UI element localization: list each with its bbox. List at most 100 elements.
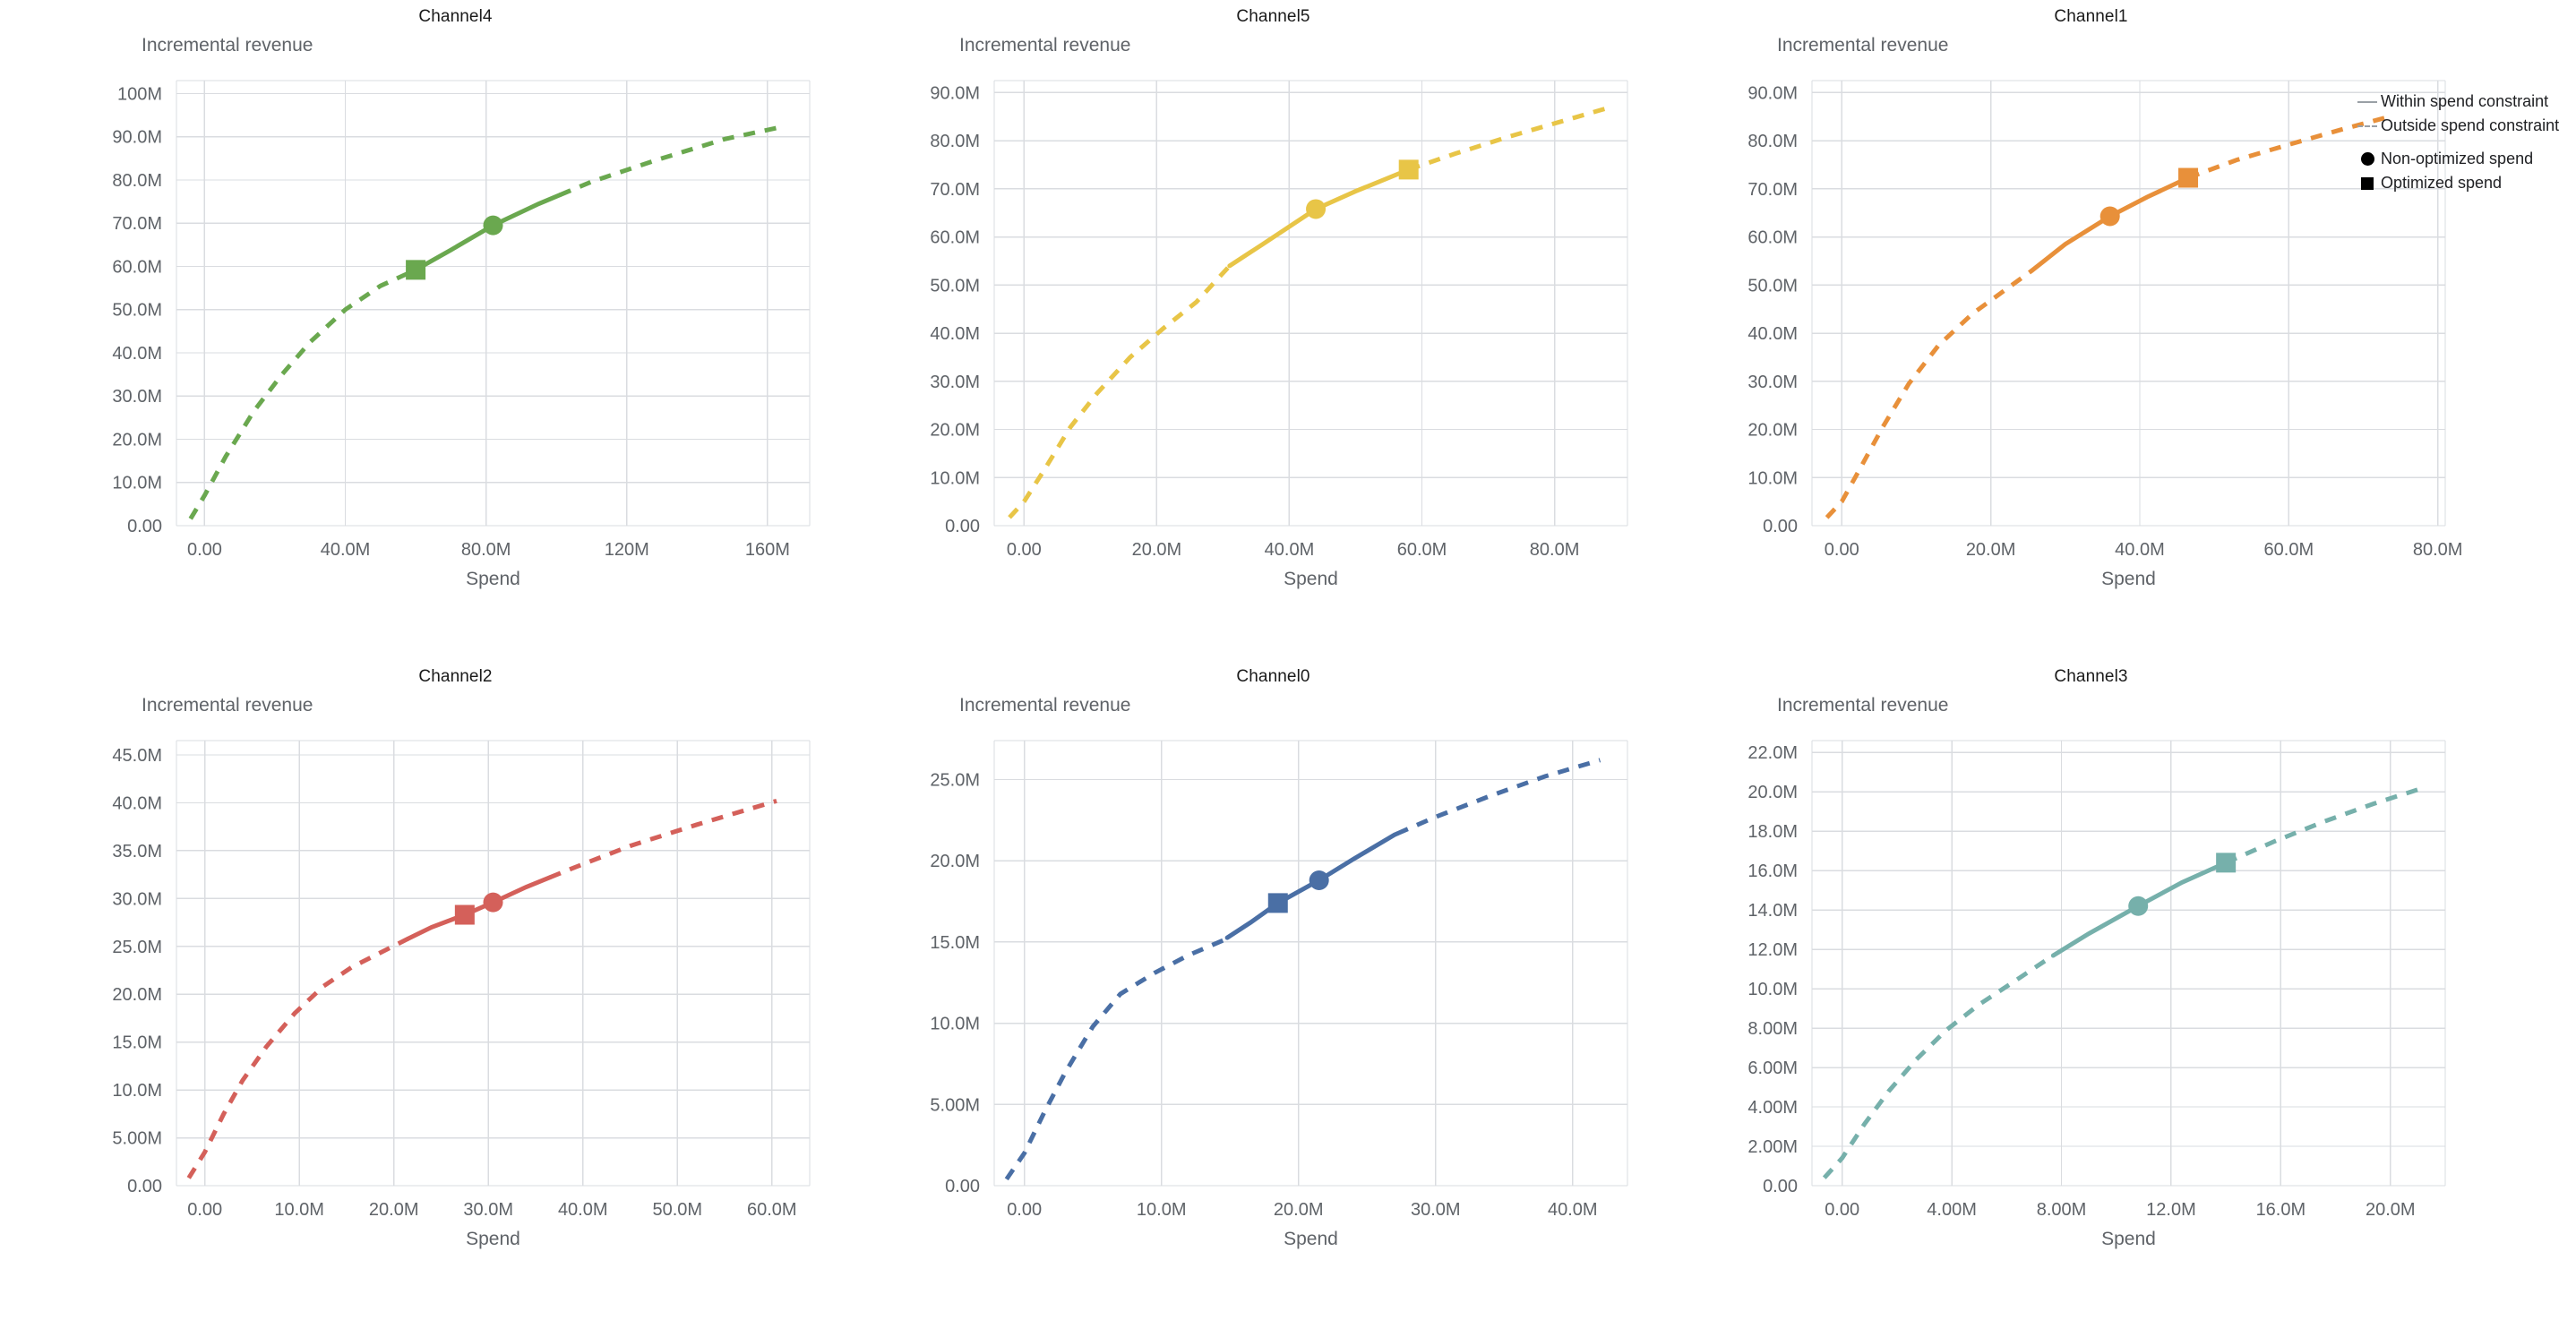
x-tick-label: 12.0M	[2146, 1200, 2196, 1220]
optimized-spend-marker	[454, 904, 475, 925]
x-tick-label: 20.0M	[369, 1200, 419, 1220]
y-tick-label: 10.0M	[1747, 468, 1798, 488]
x-tick-label: 60.0M	[747, 1200, 797, 1220]
line-dash-icon-glyph	[2357, 124, 2377, 127]
x-tick-label: 4.00M	[1927, 1200, 1977, 1220]
x-tick-label: 0.00	[187, 1200, 222, 1220]
y-tick-label: 30.0M	[112, 387, 162, 407]
curve-outside-constraint-lower	[1008, 264, 1232, 519]
chart-panel: Channel2 Incremental revenue 0.00 5.00M 10.0…	[47, 660, 864, 1320]
y-axis-label: Incremental revenue	[1777, 695, 1948, 716]
legend-item-label: Within spend constraint	[2381, 92, 2549, 110]
y-tick-label: 80.0M	[112, 171, 162, 191]
x-axis-label: Spend	[1284, 569, 1338, 589]
curve-outside-constraint-upper	[1407, 105, 1612, 172]
y-tick-label: 40.0M	[1747, 324, 1798, 344]
y-axis-label: Incremental revenue	[959, 35, 1130, 56]
x-tick-label: 8.00M	[2037, 1200, 2087, 1220]
non-optimized-spend-marker	[483, 215, 503, 236]
y-tick-label: 20.0M	[112, 985, 162, 1005]
non-optimized-spend-marker	[1309, 870, 1329, 890]
y-tick-label: 100M	[117, 84, 162, 104]
response-curve	[1822, 785, 2425, 1179]
x-tick-label: 40.0M	[2115, 540, 2165, 560]
legend-item-label: Optimized spend	[2381, 174, 2503, 192]
y-tick-label: 20.0M	[930, 852, 980, 871]
x-tick-label: 0.00	[1825, 540, 1859, 560]
y-tick-label: 90.0M	[112, 128, 162, 148]
y-tick-label: 50.0M	[112, 301, 162, 321]
curve-outside-constraint-upper	[548, 798, 777, 880]
curve-outside-constraint-lower	[188, 268, 417, 520]
x-tick-label: 160M	[745, 540, 790, 560]
y-tick-label: 8.00M	[1747, 1019, 1798, 1039]
chart-canvas: Incremental revenue 0.00 5.00M 10.0M 15.0M 20…	[930, 695, 1628, 1249]
y-tick-label: 70.0M	[1747, 180, 1798, 200]
y-tick-label: 10.0M	[930, 1015, 980, 1034]
non-optimized-spend-marker	[2128, 896, 2149, 916]
y-tick-label: 4.00M	[1747, 1098, 1798, 1118]
y-tick-label: 40.0M	[112, 793, 162, 813]
chart-canvas: Incremental revenue 0.00 5.00M 10.0M 15.0M 20…	[112, 695, 811, 1249]
y-tick-label: 70.0M	[112, 214, 162, 234]
gridlines	[993, 740, 1628, 1187]
y-tick-label: 0.00	[945, 1177, 980, 1196]
x-tick-label: 120M	[605, 540, 649, 560]
curve-outside-constraint-lower	[186, 937, 409, 1179]
chart-title: Channel4	[418, 7, 493, 26]
x-tick-label: 10.0M	[1137, 1200, 1187, 1220]
legend-item: Within spend constraint	[2354, 90, 2576, 114]
chart-canvas: Incremental revenue 0.00 10.0M 20.0M 30.0M 40…	[112, 35, 811, 589]
response-curve	[186, 798, 777, 1179]
y-tick-label: 16.0M	[1747, 861, 1798, 881]
y-tick-label: 15.0M	[112, 1033, 162, 1053]
y-tick-label: 60.0M	[930, 228, 980, 248]
axis-ticks: 0.00 5.00M 10.0M 15.0M 20.0M 25.0M 0.00 10.0M 20…	[930, 771, 1597, 1220]
x-tick-label: 20.0M	[1132, 540, 1182, 560]
legend-item: Non-optimized spend	[2354, 147, 2576, 171]
x-tick-label: 30.0M	[463, 1200, 513, 1220]
chart-canvas: Incremental revenue 0.00 2.00M 4.00M 6.00M 8.…	[1747, 695, 2446, 1249]
line-dash-icon	[2354, 124, 2381, 127]
x-tick-label: 40.0M	[321, 540, 371, 560]
x-tick-label: 40.0M	[558, 1200, 608, 1220]
y-axis-label: Incremental revenue	[959, 695, 1130, 716]
y-tick-label: 10.0M	[112, 1081, 162, 1101]
x-tick-label: 40.0M	[1548, 1200, 1598, 1220]
response-curve	[188, 125, 779, 520]
chart-canvas: Incremental revenue 0.00 10.0M 20.0M 30.0M 40…	[930, 35, 1628, 589]
y-tick-label: 0.00	[945, 517, 980, 536]
chart-title: Channel3	[2054, 667, 2128, 686]
x-tick-label: 0.00	[1825, 1200, 1859, 1220]
y-tick-label: 20.0M	[1747, 783, 1798, 802]
x-axis-label: Spend	[466, 1229, 520, 1249]
response-curve	[1008, 105, 1612, 519]
x-tick-label: 0.00	[1007, 1200, 1042, 1220]
y-tick-label: 35.0M	[112, 842, 162, 861]
x-tick-label: 80.0M	[461, 540, 511, 560]
x-axis-label: Spend	[1284, 1229, 1338, 1249]
x-tick-label: 10.0M	[274, 1200, 324, 1220]
y-tick-label: 10.0M	[1747, 980, 1798, 999]
y-tick-label: 22.0M	[1747, 743, 1798, 763]
legend-item: Outside spend constraint	[2354, 114, 2576, 138]
x-tick-label: 16.0M	[2256, 1200, 2306, 1220]
y-tick-label: 0.00	[127, 1177, 162, 1196]
y-tick-label: 45.0M	[112, 746, 162, 766]
gridlines	[176, 80, 811, 527]
y-axis-label: Incremental revenue	[142, 695, 313, 716]
circle-icon	[2354, 152, 2381, 166]
y-tick-label: 2.00M	[1747, 1137, 1798, 1157]
y-tick-label: 5.00M	[112, 1129, 162, 1149]
axis-ticks: 0.00 5.00M 10.0M 15.0M 20.0M 25.0M 30.0M 35.0M 4…	[112, 746, 796, 1220]
x-tick-label: 50.0M	[652, 1200, 702, 1220]
y-tick-label: 30.0M	[112, 889, 162, 909]
x-tick-label: 0.00	[1007, 540, 1042, 560]
x-axis-label: Spend	[2101, 1229, 2156, 1249]
square-icon-glyph	[2361, 176, 2374, 190]
y-tick-label: 0.00	[1763, 517, 1798, 536]
chart-title: Channel0	[1236, 667, 1310, 686]
non-optimized-spend-marker	[2099, 206, 2120, 227]
axis-ticks: 0.00 10.0M 20.0M 30.0M 40.0M 50.0M 60.0M 70.0M 8…	[930, 83, 1579, 560]
optimized-spend-marker	[1267, 893, 1288, 913]
